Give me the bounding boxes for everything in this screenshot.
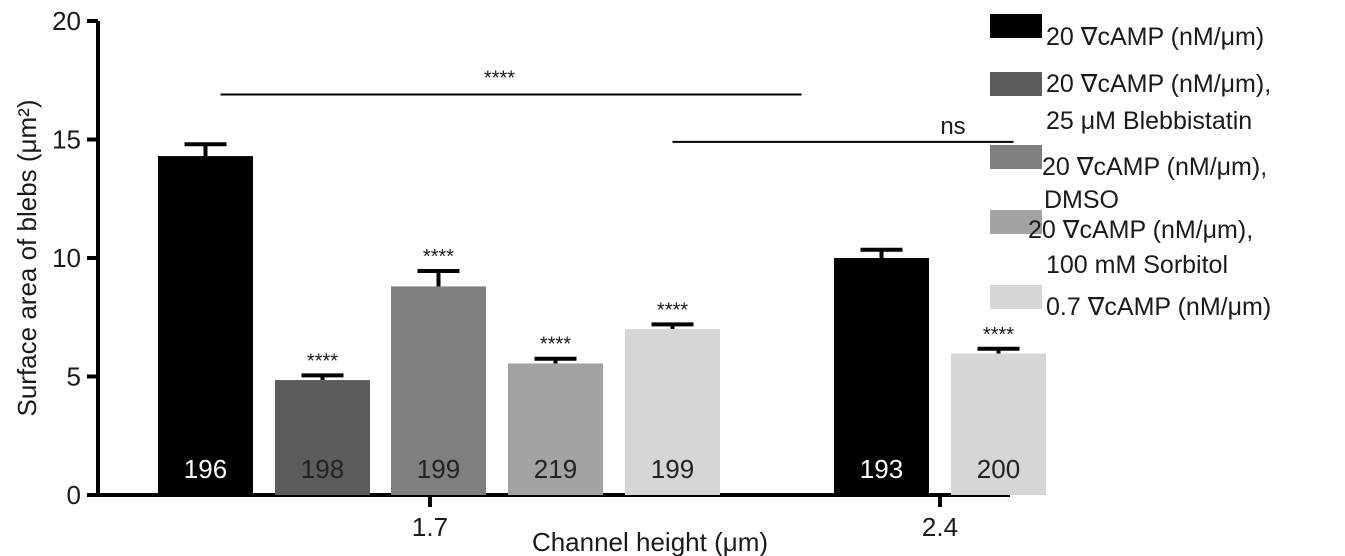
- legend-label: 20 ∇cAMP (nM/μm),: [1046, 70, 1271, 98]
- bar-count-label: 193: [860, 454, 903, 484]
- plot-area: 0 5 10 15 20 1.7 2.4 Channel height (μm) Surface…: [12, 6, 1046, 556]
- y-tick-label: 10: [52, 243, 81, 273]
- x-axis-title: Channel height (μm): [532, 527, 768, 556]
- bar: [951, 353, 1046, 495]
- bar: [158, 156, 253, 495]
- comparison-label: ****: [484, 67, 515, 89]
- y-tick-label: 5: [67, 362, 81, 392]
- bar-count-label: 219: [534, 454, 577, 484]
- legend-item: 20 ∇cAMP (nM/μm), 25 μM Blebbistatin: [990, 70, 1271, 135]
- legend-swatch: [990, 14, 1042, 38]
- y-axis-title: Surface area of blebs (μm²): [12, 100, 42, 417]
- y-tick-label: 15: [52, 125, 81, 155]
- legend-swatch: [990, 72, 1042, 96]
- legend-swatch: [990, 145, 1042, 169]
- bar-count-label: 196: [184, 454, 227, 484]
- bar: [834, 258, 929, 495]
- legend-label: 100 mM Sorbitol: [1046, 251, 1228, 279]
- bar: [508, 363, 603, 495]
- bar: [625, 329, 720, 495]
- legend-label: 20 ∇cAMP (nM/μm),: [1042, 153, 1267, 181]
- significance-label: ****: [983, 324, 1014, 346]
- significance-label: ****: [307, 350, 338, 372]
- legend: 20 ∇cAMP (nM/μm) 20 ∇cAMP (nM/μm), 25 μM B…: [990, 14, 1271, 321]
- bar-count-label: 198: [301, 454, 344, 484]
- significance-label: ****: [540, 334, 571, 356]
- bar: [275, 380, 370, 495]
- y-tick-label: 20: [52, 6, 81, 36]
- bar: [391, 286, 486, 495]
- legend-item: 0.7 ∇cAMP (nM/μm): [990, 285, 1271, 321]
- legend-label: 25 μM Blebbistatin: [1046, 107, 1252, 135]
- legend-label: 0.7 ∇cAMP (nM/μm): [1046, 293, 1271, 321]
- significance-label: ****: [657, 299, 688, 321]
- legend-swatch: [990, 210, 1042, 234]
- bar-count-label: 200: [977, 454, 1020, 484]
- comparison-label: ns: [940, 113, 965, 140]
- legend-label: DMSO: [1044, 186, 1119, 214]
- legend-item: 20 ∇cAMP (nM/μm), 100 mM Sorbitol: [990, 210, 1253, 279]
- legend-label: 20 ∇cAMP (nM/μm),: [1028, 216, 1253, 244]
- x-tick-label: 2.4: [922, 512, 958, 542]
- bar-count-label: 199: [651, 454, 694, 484]
- bar-count-label: 199: [417, 454, 460, 484]
- legend-item: 20 ∇cAMP (nM/μm): [990, 14, 1264, 51]
- legend-swatch: [990, 285, 1042, 309]
- legend-label: 20 ∇cAMP (nM/μm): [1046, 23, 1264, 51]
- significance-label: ****: [423, 246, 454, 268]
- legend-item: 20 ∇cAMP (nM/μm), DMSO: [990, 145, 1267, 214]
- x-tick-label: 1.7: [412, 512, 448, 542]
- y-tick-label: 0: [67, 480, 81, 510]
